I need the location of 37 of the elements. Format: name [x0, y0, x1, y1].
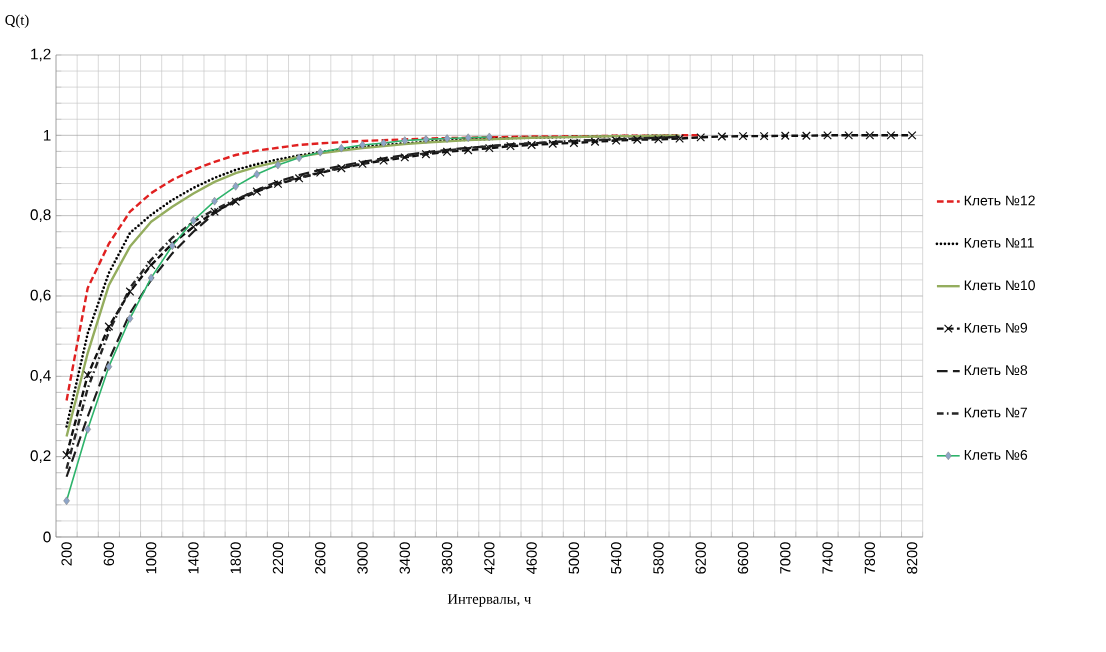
legend-label: Клеть №8 [964, 365, 1028, 376]
legend-label: Клеть №11 [964, 238, 1034, 248]
x-tick-label: 7800 [864, 542, 876, 574]
y-tick-label: 0,6 [30, 289, 51, 303]
y-axis-title: Q(t) [5, 14, 29, 28]
y-tick-label: 0,2 [30, 450, 51, 463]
x-tick-label: 8200 [906, 542, 918, 574]
x-tick-label: 3400 [399, 542, 410, 574]
legend-label: Клеть №10 [964, 280, 1035, 291]
x-tick-label: 1000 [145, 542, 157, 574]
x-tick-label: 200 [61, 542, 72, 566]
x-tick-label: 5400 [610, 542, 622, 574]
y-tick-label: 1,2 [31, 48, 51, 62]
x-tick-label: 1400 [188, 542, 199, 574]
x-tick-label: 3000 [357, 542, 368, 574]
legend-label: Клеть №6 [964, 449, 1028, 460]
x-tick-label: 600 [103, 542, 115, 566]
x-tick-label: 6600 [737, 542, 749, 574]
y-tick-label: 0,8 [30, 209, 51, 222]
y-tick-label: 0 [43, 531, 51, 543]
x-tick-label: 6200 [695, 542, 706, 574]
x-tick-label: 7000 [780, 542, 791, 574]
legend-label: Клеть №9 [964, 322, 1028, 333]
y-tick-label: 1 [43, 130, 51, 141]
x-tick-label: 5000 [568, 542, 580, 574]
x-tick-label: 7400 [822, 542, 833, 574]
x-tick-label: 1800 [230, 542, 241, 574]
legend-label: Клеть №12 [964, 195, 1035, 206]
x-tick-label: 3800 [441, 542, 453, 574]
x-tick-label: 2200 [272, 542, 284, 574]
x-tick-label: 4200 [484, 542, 495, 574]
legend-label: Клеть №7 [964, 407, 1028, 418]
x-tick-label: 4600 [526, 542, 537, 574]
y-tick-label: 0,4 [30, 369, 51, 383]
x-axis-title: Интервалы, ч [447, 594, 531, 607]
x-tick-label: 5800 [653, 542, 664, 574]
x-tick-label: 2600 [315, 542, 326, 574]
